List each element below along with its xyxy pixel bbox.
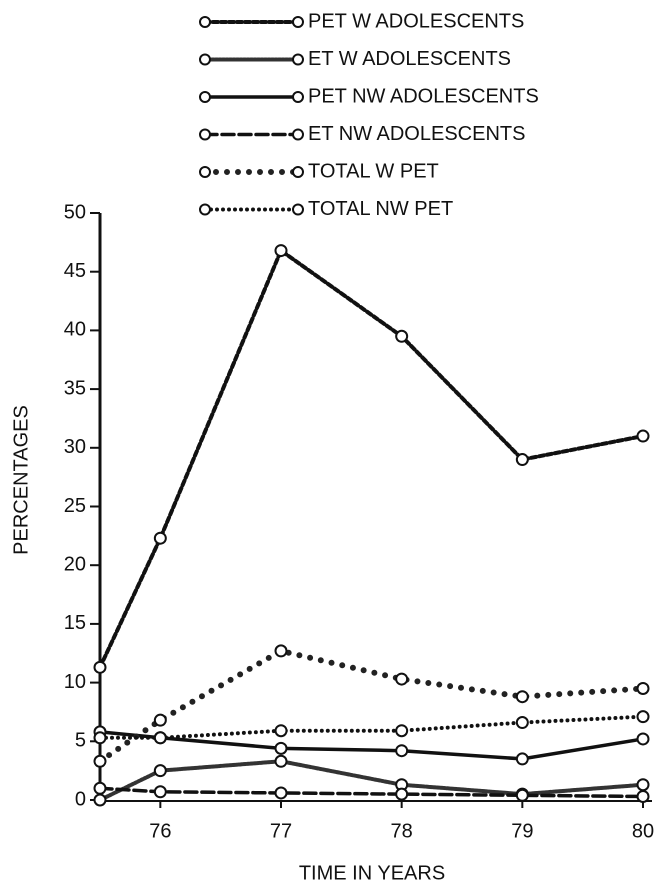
data-point xyxy=(153,531,167,545)
data-point xyxy=(515,788,529,802)
data-point xyxy=(274,786,288,800)
legend-label: ET NW ADOLESCENTS xyxy=(308,123,525,145)
data-point xyxy=(93,754,107,768)
data-point xyxy=(636,429,650,443)
legend-marker xyxy=(199,53,211,66)
data-point xyxy=(153,785,167,799)
x-tick-label: 76 xyxy=(149,820,171,842)
y-axis-title: PERCENTAGES xyxy=(10,405,32,555)
data-point xyxy=(153,731,167,745)
data-point xyxy=(515,752,529,766)
y-tick-label: 0 xyxy=(75,788,86,810)
data-point xyxy=(395,329,409,343)
x-tick-label: 79 xyxy=(511,820,533,842)
legend-marker xyxy=(292,16,304,28)
data-point xyxy=(515,453,529,467)
data-point xyxy=(395,744,409,758)
data-point xyxy=(93,781,107,795)
data-point xyxy=(395,787,409,801)
legend-label: ET W ADOLESCENTS xyxy=(308,48,511,70)
x-tick-label: 78 xyxy=(391,820,413,842)
legend-marker xyxy=(292,128,304,141)
data-point xyxy=(274,724,288,738)
y-tick-label: 25 xyxy=(64,495,86,517)
data-point xyxy=(274,244,288,258)
series-line xyxy=(98,730,645,761)
data-point xyxy=(636,681,650,695)
legend-marker xyxy=(292,53,304,66)
legend-marker xyxy=(292,166,304,178)
data-point xyxy=(515,716,529,730)
y-tick-label: 15 xyxy=(64,612,86,634)
data-point xyxy=(93,731,107,745)
data-point xyxy=(274,644,288,658)
data-point xyxy=(636,732,650,746)
data-point xyxy=(636,778,650,792)
data-point xyxy=(93,660,107,674)
legend-marker xyxy=(292,91,304,103)
data-point xyxy=(274,741,288,755)
legend-marker xyxy=(199,16,211,28)
y-tick-label: 35 xyxy=(64,377,86,399)
series-line xyxy=(97,647,646,765)
y-tick-label: 5 xyxy=(75,730,86,752)
data-point xyxy=(93,793,107,807)
legend-label: TOTAL NW PET xyxy=(308,198,453,220)
legend-marker xyxy=(199,91,211,103)
data-point xyxy=(274,754,288,768)
x-tick-label: 80 xyxy=(632,820,654,842)
legend-label: TOTAL W PET xyxy=(308,160,439,182)
y-tick-label: 50 xyxy=(64,201,86,223)
data-point xyxy=(153,713,167,727)
legend-label: PET NW ADOLESCENTS xyxy=(308,85,539,107)
y-tick-label: 45 xyxy=(64,260,86,282)
data-point xyxy=(636,789,650,803)
x-axis-title: TIME IN YEARS xyxy=(299,862,445,884)
data-point xyxy=(153,764,167,778)
legend-marker xyxy=(292,203,304,216)
y-tick-label: 10 xyxy=(64,671,86,693)
data-point xyxy=(395,724,409,738)
legend-marker xyxy=(199,128,211,141)
legend-marker xyxy=(199,203,211,216)
y-tick-label: 40 xyxy=(64,319,86,341)
data-point xyxy=(636,710,650,724)
series-line xyxy=(98,759,645,802)
series-line xyxy=(98,786,645,799)
legend-marker xyxy=(199,166,211,178)
data-point xyxy=(395,672,409,686)
series-line xyxy=(98,247,645,670)
y-tick-label: 20 xyxy=(64,553,86,575)
x-tick-label: 77 xyxy=(270,820,292,842)
y-tick-label: 30 xyxy=(64,436,86,458)
legend-label: PET W ADOLESCENTS xyxy=(308,10,524,32)
data-point xyxy=(515,690,529,704)
series-line xyxy=(98,714,645,740)
